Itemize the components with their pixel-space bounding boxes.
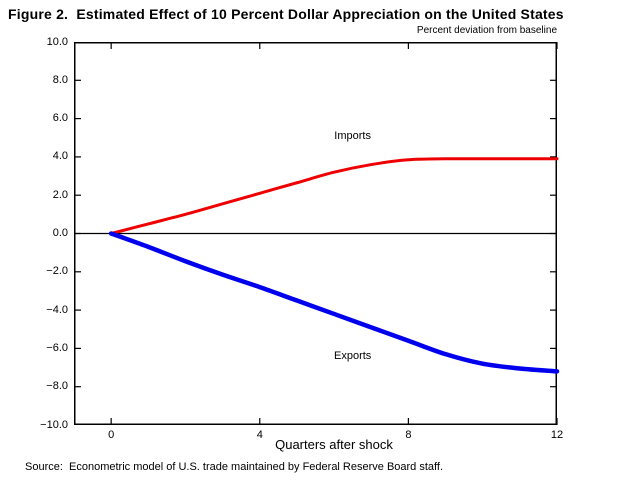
y-tick-label: 4.0: [52, 150, 68, 163]
x-tick-label: 12: [550, 429, 564, 441]
x-tick-label: 4: [256, 429, 263, 441]
x-tick-label: 8: [405, 429, 412, 441]
y-tick-label: 6.0: [52, 112, 68, 125]
y-tick-label: −6.0: [46, 341, 68, 354]
exports-line: [108, 231, 560, 374]
series-label-imports: Imports: [334, 129, 371, 142]
source-note: Source: Econometric model of U.S. trade …: [25, 461, 443, 473]
series-label-exports: Exports: [333, 350, 372, 363]
y-tick-label: −10.0: [40, 418, 68, 431]
y-tick-label: 0.0: [52, 227, 68, 239]
y-tick-label: 10.0: [46, 35, 68, 48]
y-tick-label: 2.0: [52, 188, 68, 201]
y-tick-label: −8.0: [46, 380, 68, 393]
imports-line: [109, 157, 559, 235]
x-tick-label: 0: [108, 429, 115, 441]
x-axis-title: Quarters after shock: [275, 437, 393, 452]
y-tick-label: −4.0: [46, 303, 68, 316]
y-tick-label: −2.0: [46, 265, 68, 278]
plot-area: [74, 42, 560, 425]
y-axis-unit-label: Percent deviation from baseline: [416, 25, 557, 36]
y-tick-label: 8.0: [52, 73, 68, 86]
figure-title: Figure 2. Estimated Effect of 10 Percent…: [8, 6, 564, 22]
